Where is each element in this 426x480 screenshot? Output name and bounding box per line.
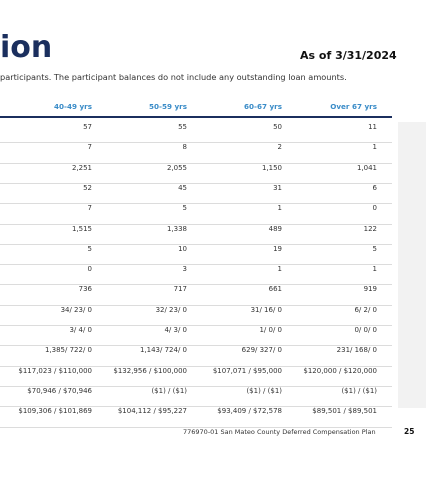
table-cell: 3 [182, 265, 187, 274]
table-cell: 2 [277, 143, 282, 152]
table-cell: 736 [78, 285, 92, 294]
table-cell: 4/ 3/ 0 [164, 326, 187, 334]
table-cell: 629/ 327/ 0 [241, 346, 282, 355]
table-cell: ($1) / ($1) [341, 386, 377, 395]
table-cell: 1 [277, 204, 282, 213]
table-cell: 1/ 0/ 0 [259, 326, 282, 334]
table-cell: 122 [363, 224, 377, 233]
table-cell: 10 [178, 244, 187, 253]
table-cell: 1,385/ 722/ 0 [44, 346, 92, 355]
table-cell: 3/ 4/ 0 [69, 326, 92, 334]
table-cell: 5 [182, 204, 187, 213]
table-cell: 57 [83, 123, 92, 131]
row-rule [0, 142, 392, 144]
header-rule [0, 116, 392, 118]
table-cell: 489 [268, 224, 282, 233]
table-cell: $107,071 / $95,000 [212, 366, 282, 375]
table-cell: 1,515 [71, 224, 92, 233]
table-cell: 7 [87, 204, 92, 213]
column-header: Over 67 yrs [330, 102, 377, 111]
table-cell: $89,501 / $89,501 [312, 407, 377, 416]
table-cell: 19 [273, 244, 282, 253]
table-cell: $117,023 / $110,000 [18, 366, 92, 375]
table-cell: 55 [178, 123, 187, 131]
table-cell: 11 [368, 123, 377, 131]
row-rule [0, 406, 392, 408]
row-rule [0, 304, 392, 306]
row-rule [0, 223, 392, 225]
table-cell: 1,150 [261, 163, 282, 172]
table-cell: $120,000 / $120,000 [303, 366, 377, 375]
table-cell: 0 [372, 204, 377, 213]
column-header: 40-49 yrs [54, 102, 92, 111]
table-cell: $104,112 / $95,227 [117, 407, 187, 416]
table-cell: $93,409 / $72,578 [217, 407, 282, 416]
table-cell: 31/ 16/ 0 [250, 305, 282, 314]
side-panel [398, 122, 426, 408]
row-rule [0, 264, 392, 266]
table-cell: 1,143/ 724/ 0 [139, 346, 187, 355]
row-rule [0, 426, 392, 428]
row-rule [0, 284, 392, 286]
row-rule [0, 182, 392, 184]
table-cell: $70,946 / $70,946 [27, 386, 92, 395]
table-cell: 2,251 [71, 163, 92, 172]
table-cell: 1,338 [166, 224, 187, 233]
table-cell: 1 [372, 143, 377, 152]
row-rule [0, 345, 392, 347]
as-of-date: As of 3/31/2024 [300, 49, 397, 62]
footer-text: 776970-01 San Mateo County Deferred Comp… [183, 428, 376, 436]
column-header: 50-59 yrs [149, 102, 187, 111]
page-number: 25 [404, 427, 415, 436]
table-cell: 31 [273, 183, 282, 192]
note: participants. The participant balances d… [0, 72, 347, 82]
row-rule [0, 325, 392, 326]
table-cell: 661 [268, 285, 282, 294]
table-cell: 1 [277, 265, 282, 274]
table-cell: $109,306 / $101,869 [18, 407, 92, 416]
row-rule [0, 162, 392, 164]
table-cell: 7 [87, 143, 92, 152]
table-cell: 231/ 168/ 0 [336, 346, 377, 355]
table-cell: 0/ 0/ 0 [354, 326, 377, 334]
table-cell: 5 [87, 244, 92, 253]
row-rule [0, 385, 392, 387]
title: ion [0, 30, 53, 65]
table-cell: ($1) / ($1) [246, 386, 282, 395]
table-cell: 8 [182, 143, 187, 152]
table-cell: 6/ 2/ 0 [354, 305, 377, 314]
table-cell: ($1) / ($1) [151, 386, 187, 395]
table-cell: 2,055 [166, 163, 187, 172]
table-cell: 50 [273, 123, 282, 131]
table-cell: 717 [173, 285, 187, 294]
table-cell: 0 [87, 265, 92, 274]
table-cell: 1,041 [356, 163, 377, 172]
table-cell: 52 [83, 183, 92, 192]
table-cell: 32/ 23/ 0 [155, 305, 187, 314]
row-rule [0, 243, 392, 245]
table-cell: $132,956 / $100,000 [113, 366, 187, 375]
row-rule [0, 365, 392, 367]
column-header: 60-67 yrs [244, 102, 282, 111]
table-cell: 6 [372, 183, 377, 192]
table-cell: 34/ 23/ 0 [60, 305, 92, 314]
table-cell: 45 [178, 183, 187, 192]
table-cell: 919 [363, 285, 377, 294]
row-rule [0, 203, 392, 205]
table-cell: 1 [372, 265, 377, 274]
table-cell: 5 [372, 244, 377, 253]
